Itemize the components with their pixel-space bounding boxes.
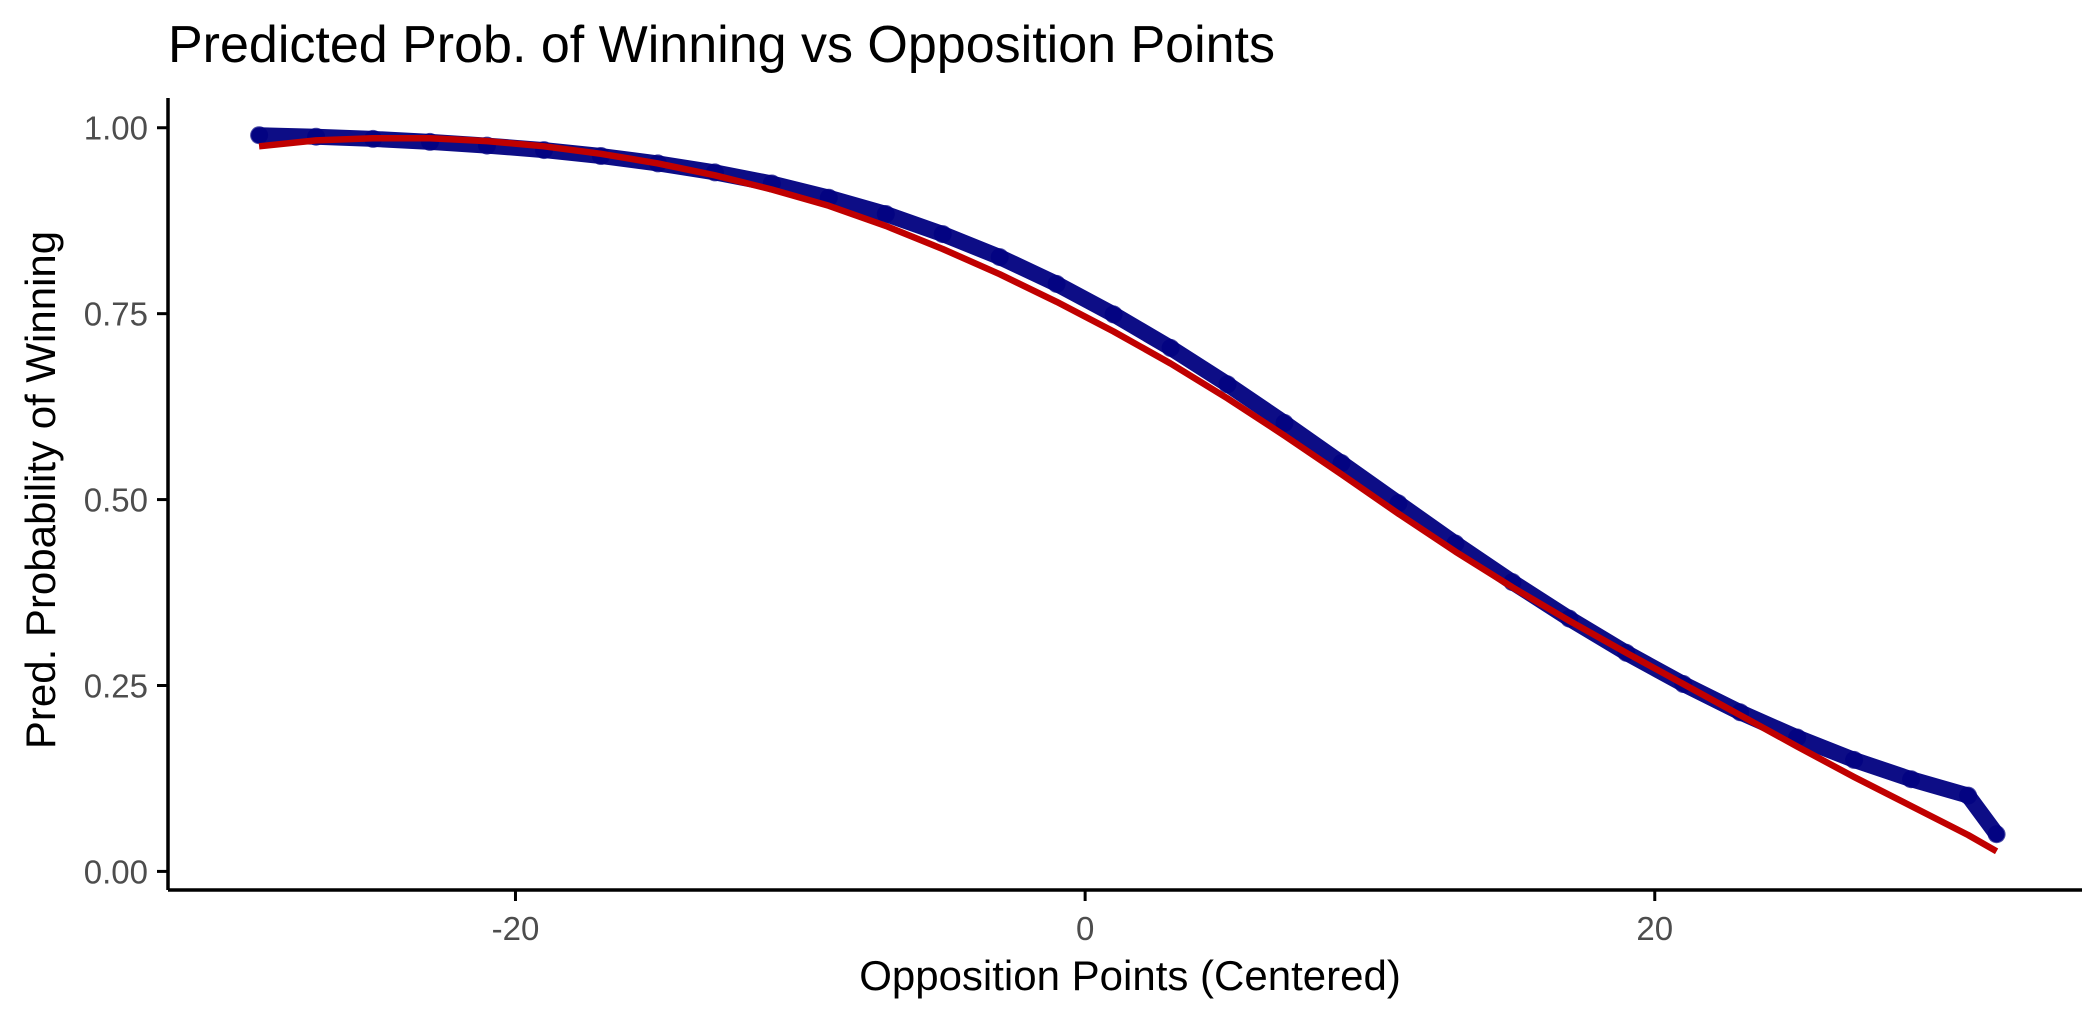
data-point — [1275, 414, 1294, 432]
point-band — [251, 127, 2005, 843]
data-point — [990, 248, 1009, 267]
plot-area — [250, 126, 2006, 855]
x-tick-label: -20 — [492, 910, 540, 947]
data-point — [1959, 786, 1978, 805]
chart-title: Predicted Prob. of Winning vs Opposition… — [168, 16, 1275, 74]
x-axis-title: Opposition Points (Centered) — [859, 952, 1401, 999]
x-tick-label: 20 — [1636, 910, 1673, 947]
x-tick-label: 0 — [1076, 910, 1094, 947]
y-tick-label: 1.00 — [84, 110, 148, 147]
y-tick-label: 0.25 — [84, 667, 148, 704]
fit-line — [258, 134, 1999, 855]
data-point — [933, 225, 952, 244]
x-axis-ticks: -20 0 20 — [492, 890, 1673, 947]
data-point — [1104, 305, 1123, 324]
data-point — [1902, 770, 1921, 789]
data-point — [250, 126, 269, 145]
y-tick-label: 0.75 — [84, 296, 148, 333]
data-point — [1845, 750, 1864, 769]
data-point — [1987, 825, 2006, 844]
y-axis-ticks: 0.00 0.25 0.50 0.75 1.00 — [84, 110, 168, 890]
y-tick-label: 0.00 — [84, 853, 148, 890]
y-tick-label: 0.50 — [84, 482, 148, 519]
data-point — [876, 205, 895, 223]
data-point — [1161, 338, 1180, 357]
series-layer — [250, 126, 2006, 855]
data-point — [1218, 375, 1237, 394]
data-point — [1047, 274, 1066, 293]
y-axis-title: Pred. Probability of Winning — [17, 231, 64, 749]
